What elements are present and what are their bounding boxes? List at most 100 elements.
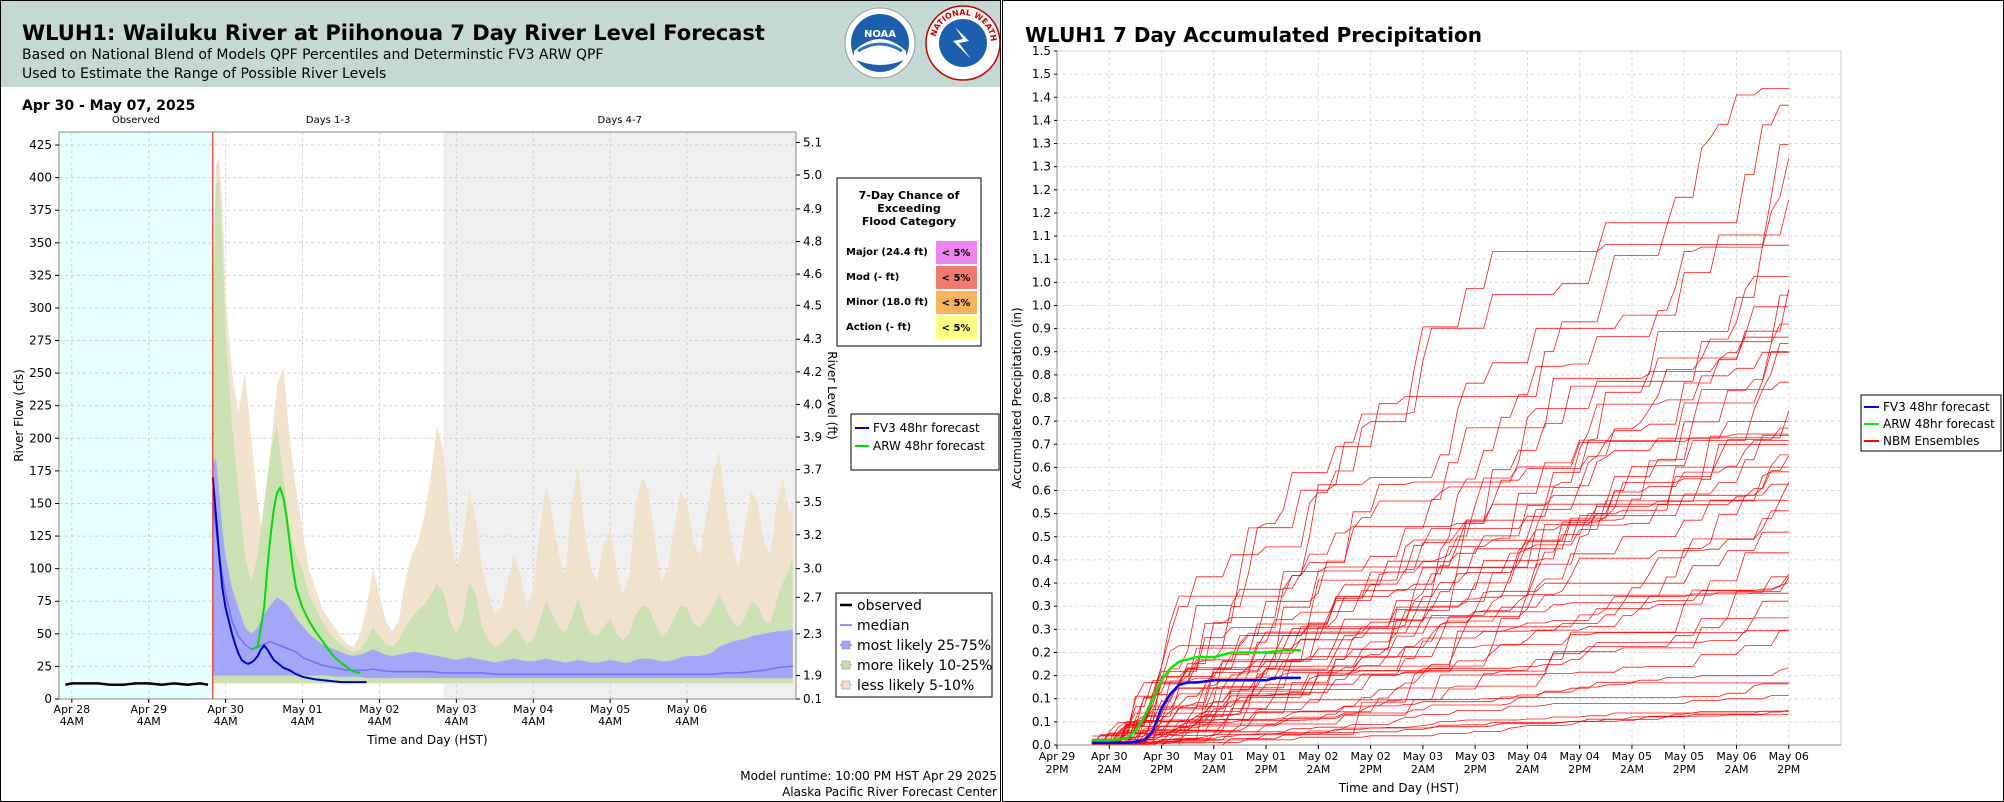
y-tick-label: 0.1 — [1032, 715, 1051, 729]
line-arw-48hr-forecast — [1091, 648, 1301, 742]
nbm-ensemble-member — [1091, 582, 1789, 746]
flood-row-value: < 5% — [942, 298, 971, 309]
x-tick-label: May 01 — [1194, 750, 1234, 763]
y2-tick-label: 3.5 — [803, 495, 822, 509]
x-tick-label: May 05 — [590, 703, 630, 716]
y-tick-label: 1.3 — [1032, 160, 1051, 174]
legend-precip — [1860, 394, 2002, 452]
nbm-ensemble-member — [1091, 144, 1789, 746]
x-tick-label: 4AM — [444, 715, 468, 728]
nbm-ensemble-member — [1091, 289, 1790, 746]
x-tick-label: Apr 30 — [1091, 750, 1128, 763]
nbm-ensemble-member — [1091, 421, 1789, 746]
nbm-ensemble-member — [1091, 510, 1789, 746]
region-0 — [59, 132, 213, 699]
line-observed — [65, 682, 209, 686]
x-tick-label: 4AM — [137, 715, 161, 728]
y-tick-label: 0.9 — [1032, 322, 1051, 336]
x-tick-label: May 01 — [282, 703, 322, 716]
river-flow-chart: Observed Days 1-3 Days 4-7 0 25 50 75 100 125 150… — [12, 115, 1000, 747]
legend-label: more likely 10-25% — [857, 658, 992, 674]
legend-label: less likely 5-10% — [857, 678, 974, 694]
band-less-likely-5-10- — [212, 158, 793, 684]
y-tick-label: 0.4 — [1032, 576, 1051, 590]
flood-row-label: Mod (- ft) — [846, 272, 899, 283]
nbm-ensemble-member — [1091, 710, 1789, 746]
y2-tick-label: 4.0 — [803, 397, 822, 411]
x-tick-label: Apr 28 — [54, 703, 91, 716]
nbm-ensemble-member — [1091, 294, 1789, 742]
x-tick-label: May 02 — [359, 703, 399, 716]
x-tick-label: 2AM — [1724, 763, 1748, 776]
header-band — [1, 1, 1000, 87]
nbm-ensemble-member — [1091, 466, 1789, 746]
nbm-ensemble-member — [1091, 351, 1789, 746]
x-tick-label: 2PM — [1359, 763, 1382, 776]
flood-row-value: < 5% — [942, 248, 971, 259]
nbm-ensemble-member — [1091, 199, 1790, 746]
subtitle-2: Used to Estimate the Range of Possible R… — [22, 66, 387, 82]
y-tick-label: 0.6 — [1032, 484, 1051, 498]
river-forecast-panel: WLUH1: Wailuku River at Piihonoua 7 Day … — [0, 0, 1001, 802]
y2-axis-label: River Level (ft) — [825, 351, 839, 439]
y-tick-label: 350 — [29, 236, 52, 250]
flood-row-value: < 5% — [942, 323, 971, 334]
nbm-ensemble-member — [1091, 713, 1789, 745]
legend-label: ARW 48hr forecast — [1883, 417, 1995, 431]
nbm-ensemble-member — [1091, 158, 1790, 746]
y-tick-label: 400 — [29, 171, 52, 185]
y-tick-label: 1.5 — [1032, 44, 1051, 58]
y-tick-label: 0.7 — [1032, 414, 1051, 428]
y-tick-label: 0.9 — [1032, 345, 1051, 359]
nbm-ensemble-member — [1091, 104, 1789, 746]
x-tick-label: 4AM — [60, 715, 84, 728]
y2-tick-label: 4.8 — [803, 234, 822, 248]
y-tick-label: 1.3 — [1032, 137, 1051, 151]
flood-row-label: Minor (18.0 ft) — [846, 297, 928, 308]
flood-table-title: Exceeding — [877, 202, 940, 215]
legend-label: FV3 48hr forecast — [873, 421, 980, 435]
x-tick-label: Apr 30 — [1143, 750, 1180, 763]
legend-swatch-box — [841, 680, 851, 690]
x-tick-label: May 03 — [436, 703, 476, 716]
y-axis-label: Accumulated Precipitation (in) — [1010, 307, 1024, 488]
x-tick-label: May 04 — [1560, 750, 1600, 763]
region-label: Days 1-3 — [306, 115, 350, 126]
y-tick-label: 325 — [29, 268, 52, 282]
x-tick-label: Apr 29 — [1039, 750, 1076, 763]
y-tick-label: 0.5 — [1032, 530, 1051, 544]
legend-main — [835, 592, 993, 698]
x-tick-label: Apr 30 — [207, 703, 244, 716]
y2-tick-label: 4.9 — [803, 202, 822, 216]
y-tick-label: 0.2 — [1032, 669, 1051, 683]
y2-tick-label: 3.7 — [803, 463, 822, 477]
x-tick-label: 4AM — [675, 715, 699, 728]
x-tick-label: 2PM — [1568, 763, 1591, 776]
nbm-ensemble-member — [1091, 411, 1790, 746]
flood-row-swatch — [936, 316, 977, 339]
page-title: WLUH1: Wailuku River at Piihonoua 7 Day … — [22, 21, 765, 45]
x-tick-label: 2AM — [1097, 763, 1121, 776]
y-tick-label: 0.2 — [1032, 645, 1051, 659]
nbm-ensemble-member — [1091, 323, 1789, 746]
subtitle-1: Based on National Blend of Models QPF Pe… — [22, 47, 604, 63]
legend-forecast — [850, 413, 1000, 471]
y-tick-label: 1.4 — [1032, 90, 1051, 104]
y2-tick-label: 4.6 — [803, 267, 822, 281]
x-tick-label: 2AM — [1306, 763, 1330, 776]
y-tick-label: 0.6 — [1032, 460, 1051, 474]
y-tick-label: 1.2 — [1032, 183, 1051, 197]
y-tick-label: 0.3 — [1032, 599, 1051, 613]
legend-label: median — [857, 618, 909, 634]
nbm-ensemble-member — [1091, 683, 1789, 746]
y-tick-label: 1.0 — [1032, 275, 1051, 289]
nbm-ensemble-member — [1091, 336, 1789, 742]
date-range: Apr 30 - May 07, 2025 — [22, 98, 196, 114]
y-tick-label: 125 — [29, 529, 52, 543]
x-tick-label: May 04 — [513, 703, 553, 716]
nbm-ensemble-member — [1091, 306, 1789, 743]
x-tick-label: 4AM — [214, 715, 238, 728]
flood-row-label: Action (- ft) — [846, 322, 911, 333]
nbm-ensemble-member — [1091, 709, 1789, 746]
x-tick-label: May 03 — [1403, 750, 1443, 763]
